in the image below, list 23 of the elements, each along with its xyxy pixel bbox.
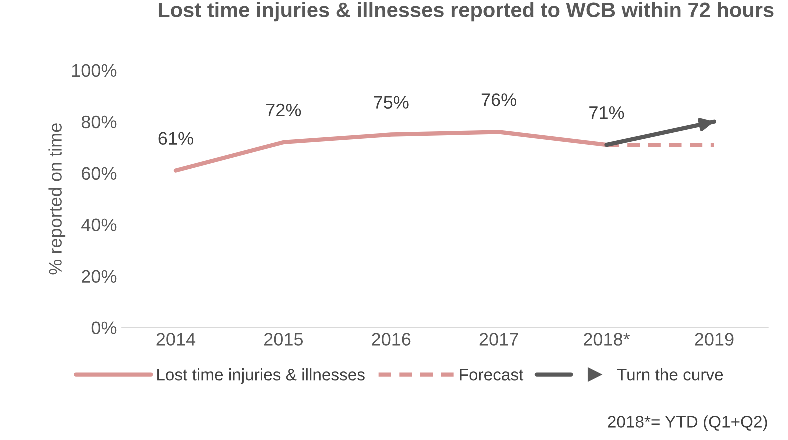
data-label: 75% xyxy=(374,96,409,109)
data-label: 72% xyxy=(266,104,302,117)
x-tick-label: 2014 xyxy=(156,333,196,346)
x-tick-label: 2015 xyxy=(264,333,304,346)
legend-label: Turn the curve xyxy=(617,368,724,381)
y-tick-label: 80% xyxy=(82,116,117,129)
y-tick-label: 20% xyxy=(82,270,117,284)
y-tick-label: 100% xyxy=(72,64,117,78)
x-tick-label: 2019 xyxy=(695,333,734,346)
y-tick-label: 0% xyxy=(92,322,117,335)
data-label: 71% xyxy=(590,106,624,120)
text: 2018*= YTD (Q1+Q2) xyxy=(608,416,768,432)
y-tick-label: 60% xyxy=(82,167,117,180)
x-tick-label: 2017 xyxy=(480,333,518,346)
x-tick-label: 2018* xyxy=(584,333,630,346)
y-tick-label: 40% xyxy=(82,218,117,232)
data-label: 61% xyxy=(158,132,194,145)
chart-title: Lost time injuries & illnesses reported to WCB within 72 hours xyxy=(158,2,774,22)
legend-label: Forecast xyxy=(460,369,524,381)
y-axis-title: % reported on time xyxy=(48,124,66,275)
x-tick-label: 2016 xyxy=(372,333,411,346)
legend-label: Lost time injuries & illnesses xyxy=(158,368,365,384)
data-label: 76% xyxy=(482,94,516,106)
